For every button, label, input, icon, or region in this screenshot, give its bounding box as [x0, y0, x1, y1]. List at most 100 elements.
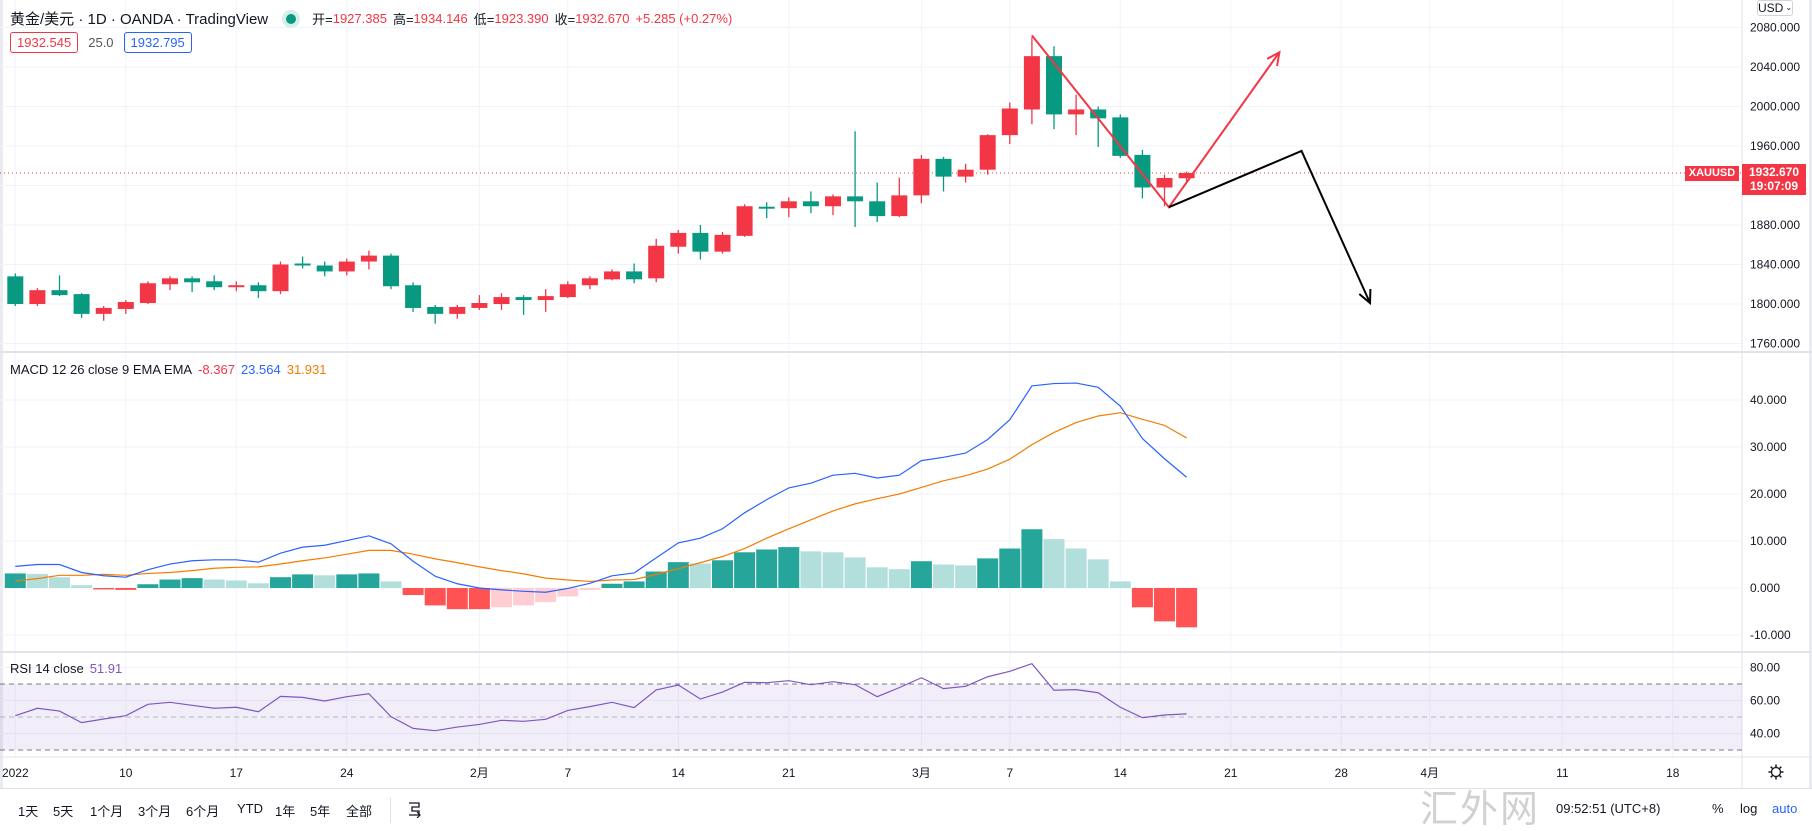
candle[interactable] — [825, 194, 841, 216]
candle[interactable] — [29, 288, 46, 306]
candle[interactable] — [1001, 102, 1018, 145]
sell-price-button[interactable]: 1932.545 — [10, 32, 79, 53]
candle[interactable] — [7, 273, 24, 306]
candle[interactable] — [51, 275, 68, 297]
macd-histogram-bar — [336, 574, 358, 588]
candle[interactable] — [139, 281, 156, 304]
percent-scale-toggle[interactable]: % — [1712, 801, 1724, 816]
symbol-title[interactable]: 黄金/美元 · 1D · OANDA · TradingView — [10, 11, 269, 28]
range-1d-button[interactable]: 1天 — [18, 804, 39, 819]
time-axis-scale[interactable] — [0, 758, 1742, 787]
buy-price-button[interactable]: 1932.795 — [123, 32, 192, 53]
candle[interactable] — [73, 293, 90, 318]
range-1m-button[interactable]: 1个月 — [90, 804, 124, 819]
black-bearish-path[interactable] — [1168, 149, 1371, 304]
candle[interactable] — [891, 177, 908, 218]
candle[interactable] — [493, 293, 510, 310]
candle[interactable] — [338, 258, 355, 276]
candle[interactable] — [648, 238, 665, 283]
price-axis-scale[interactable] — [1743, 0, 1810, 757]
candle[interactable] — [184, 276, 201, 293]
candle[interactable] — [316, 261, 333, 277]
candle[interactable] — [250, 282, 267, 299]
range-ytd-button[interactable]: YTD — [237, 801, 263, 816]
rsi-axis-label: 80.00 — [1750, 661, 1780, 675]
auto-scale-toggle[interactable]: auto — [1772, 801, 1798, 816]
candle[interactable] — [935, 156, 952, 192]
candle-body — [449, 306, 466, 314]
candle[interactable] — [471, 295, 488, 310]
candle[interactable] — [206, 275, 223, 291]
candle[interactable] — [117, 300, 134, 314]
range-3m-button[interactable]: 3个月 — [138, 804, 172, 819]
candle[interactable] — [869, 182, 886, 223]
candle[interactable] — [604, 269, 620, 281]
candle[interactable] — [736, 204, 753, 237]
candle[interactable] — [1068, 94, 1085, 136]
arrowhead-icon — [1358, 288, 1372, 306]
candle[interactable] — [581, 276, 598, 290]
macd-histogram-bar — [844, 557, 866, 588]
log-scale-toggle[interactable]: log — [1740, 801, 1758, 816]
candle[interactable] — [957, 163, 974, 183]
last-price-tag: 1932.670 19:07:09 — [1742, 164, 1806, 195]
candle[interactable] — [714, 231, 731, 254]
candle[interactable] — [383, 253, 399, 290]
rsi-legend[interactable]: RSI 14 close 51.91 — [10, 661, 122, 676]
range-6m-button[interactable]: 6个月 — [186, 804, 220, 819]
candle[interactable] — [692, 225, 709, 260]
candle[interactable] — [780, 197, 797, 218]
currency-select[interactable]: USD ⌄ — [1757, 0, 1793, 16]
macd-legend[interactable]: MACD 12 26 close 9 EMA EMA -8.367 23.564… — [10, 362, 326, 377]
candle[interactable] — [559, 281, 576, 299]
candle[interactable] — [758, 202, 775, 219]
candle-body — [692, 232, 709, 252]
time-axis-label: 11 — [1556, 766, 1569, 780]
candle[interactable] — [1046, 46, 1062, 130]
date-range-icon[interactable] — [406, 800, 424, 818]
time-axis-label: 2022 — [2, 766, 29, 780]
candle[interactable] — [537, 289, 554, 312]
candle[interactable] — [95, 305, 112, 321]
candle[interactable] — [1023, 37, 1040, 125]
candle[interactable] — [979, 134, 996, 175]
candle[interactable] — [913, 154, 930, 204]
low-value: 1923.390 — [494, 11, 549, 26]
last-price: 1932.670 — [1748, 165, 1800, 179]
macd-histogram-bar — [93, 588, 115, 590]
candle[interactable] — [427, 304, 444, 324]
price-axis-label: 1880.000 — [1750, 218, 1800, 232]
clock-timezone[interactable]: 09:52:51 (UTC+8) — [1556, 801, 1661, 816]
price-axis-label: 2040.000 — [1750, 60, 1800, 74]
candle[interactable] — [294, 256, 311, 269]
candle[interactable] — [272, 261, 289, 295]
candle[interactable] — [626, 263, 643, 284]
candle[interactable] — [449, 304, 466, 319]
candle[interactable] — [162, 276, 178, 291]
candle-body — [73, 294, 90, 314]
settings-gear-icon[interactable] — [1767, 763, 1785, 781]
candle[interactable] — [670, 229, 687, 254]
time-axis-label: 24 — [340, 766, 354, 780]
candle-body — [847, 196, 864, 202]
candle[interactable] — [847, 131, 864, 227]
range-1y-button[interactable]: 1年 — [275, 804, 296, 819]
candle-body — [1112, 117, 1129, 156]
range-5y-button[interactable]: 5年 — [310, 804, 331, 819]
market-status-icon — [286, 13, 297, 24]
candle[interactable] — [405, 282, 422, 312]
symbol-legend: 黄金/美元 · 1D · OANDA · TradingView 开= 1927.… — [10, 8, 732, 29]
candle-body — [537, 296, 554, 301]
macd-histogram-bar — [557, 588, 579, 597]
candle[interactable] — [360, 250, 377, 270]
range-5d-button[interactable]: 5天 — [53, 804, 74, 819]
candle[interactable] — [515, 295, 532, 315]
range-all-button[interactable]: 全部 — [346, 804, 373, 819]
candle[interactable] — [1178, 171, 1195, 183]
candle[interactable] — [228, 281, 245, 292]
candle[interactable] — [802, 191, 819, 214]
candle[interactable] — [1090, 106, 1107, 147]
rsi-axis-label: 60.00 — [1750, 694, 1780, 708]
chart-canvas[interactable]: 2080.0002040.0002000.0001960.0001880.000… — [0, 0, 1812, 788]
candle[interactable] — [1112, 114, 1129, 158]
